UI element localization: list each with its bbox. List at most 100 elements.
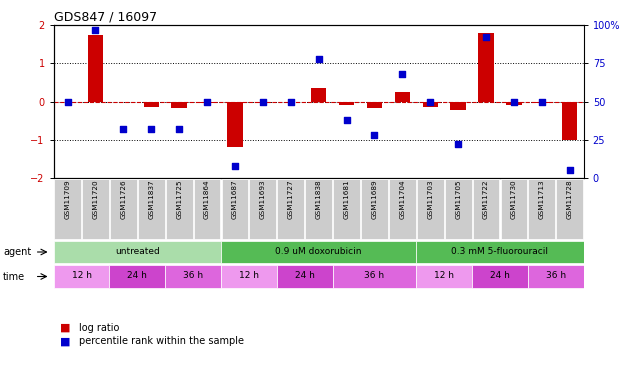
Text: 36 h: 36 h [183,272,203,280]
Point [398,71,408,77]
Bar [221,241,416,263]
Text: GSM11838: GSM11838 [316,180,322,219]
Point [202,99,212,105]
Point [90,27,100,33]
Text: GSM11703: GSM11703 [427,180,433,219]
Point [537,99,547,105]
Bar [333,178,360,239]
Point [425,99,435,105]
Bar [389,178,416,239]
Bar [534,102,550,104]
Bar [528,265,584,288]
Text: GSM11693: GSM11693 [260,180,266,219]
Text: GSM11687: GSM11687 [232,180,238,219]
Bar [417,178,444,239]
Text: GSM11705: GSM11705 [455,180,461,219]
Text: 36 h: 36 h [364,272,384,280]
Text: GSM11722: GSM11722 [483,180,489,219]
Text: GSM11713: GSM11713 [539,180,545,219]
Bar [305,178,332,239]
Text: log ratio: log ratio [79,323,119,333]
Text: time: time [3,272,25,282]
Text: 12 h: 12 h [434,272,454,280]
Text: GSM11709: GSM11709 [64,180,71,219]
Bar [88,34,103,102]
Bar [166,178,192,239]
Text: GSM11725: GSM11725 [176,180,182,219]
Bar [339,102,354,105]
Text: GSM11864: GSM11864 [204,180,210,219]
Bar [478,33,493,102]
Bar [333,265,416,288]
Point [314,56,324,62]
Bar [473,178,499,239]
Bar [278,178,304,239]
Bar [82,178,109,239]
Point [509,99,519,105]
Bar [138,178,165,239]
Text: ■: ■ [60,336,71,346]
Bar [423,102,438,107]
Bar [416,241,584,263]
Text: GSM11727: GSM11727 [288,180,294,219]
Text: 36 h: 36 h [546,272,566,280]
Text: agent: agent [3,247,32,257]
Text: GSM11681: GSM11681 [343,180,350,219]
Point [565,167,575,173]
Bar [172,102,187,108]
Bar [221,178,249,239]
Text: GSM11689: GSM11689 [372,180,377,219]
Text: 24 h: 24 h [127,272,147,280]
Point [286,99,296,105]
Bar [221,265,277,288]
Point [62,99,73,105]
Point [174,126,184,132]
Text: 0.3 mM 5-fluorouracil: 0.3 mM 5-fluorouracil [452,247,548,256]
Bar [311,88,326,102]
Bar [199,102,215,104]
Bar [451,102,466,110]
Point [341,117,351,123]
Text: percentile rank within the sample: percentile rank within the sample [79,336,244,346]
Bar [472,265,528,288]
Bar [506,102,522,105]
Bar [255,102,271,104]
Bar [416,265,472,288]
Text: untreated: untreated [115,247,160,256]
Text: 12 h: 12 h [71,272,91,280]
Text: GDS847 / 16097: GDS847 / 16097 [54,10,156,23]
Text: 12 h: 12 h [239,272,259,280]
Bar [367,102,382,108]
Point [119,126,129,132]
Point [481,34,491,40]
Point [146,126,156,132]
Bar [54,241,221,263]
Bar [110,178,137,239]
Point [453,141,463,147]
Text: ■: ■ [60,323,71,333]
Text: GSM11730: GSM11730 [511,180,517,219]
Bar [394,92,410,102]
Point [230,163,240,169]
Text: 24 h: 24 h [490,272,510,280]
Bar [165,265,221,288]
Point [258,99,268,105]
Bar [562,102,577,140]
Bar [445,178,471,239]
Bar [249,178,276,239]
Text: GSM11728: GSM11728 [567,180,573,219]
Bar [109,265,165,288]
Bar [557,178,583,239]
Bar [528,178,555,239]
Bar [361,178,388,239]
Text: 24 h: 24 h [295,272,315,280]
Bar [277,265,333,288]
Bar [500,178,528,239]
Bar [54,265,109,288]
Bar [227,102,243,147]
Text: 0.9 uM doxorubicin: 0.9 uM doxorubicin [275,247,362,256]
Point [369,132,379,138]
Text: GSM11726: GSM11726 [121,180,126,219]
Text: GSM11704: GSM11704 [399,180,405,219]
Text: GSM11837: GSM11837 [148,180,154,219]
